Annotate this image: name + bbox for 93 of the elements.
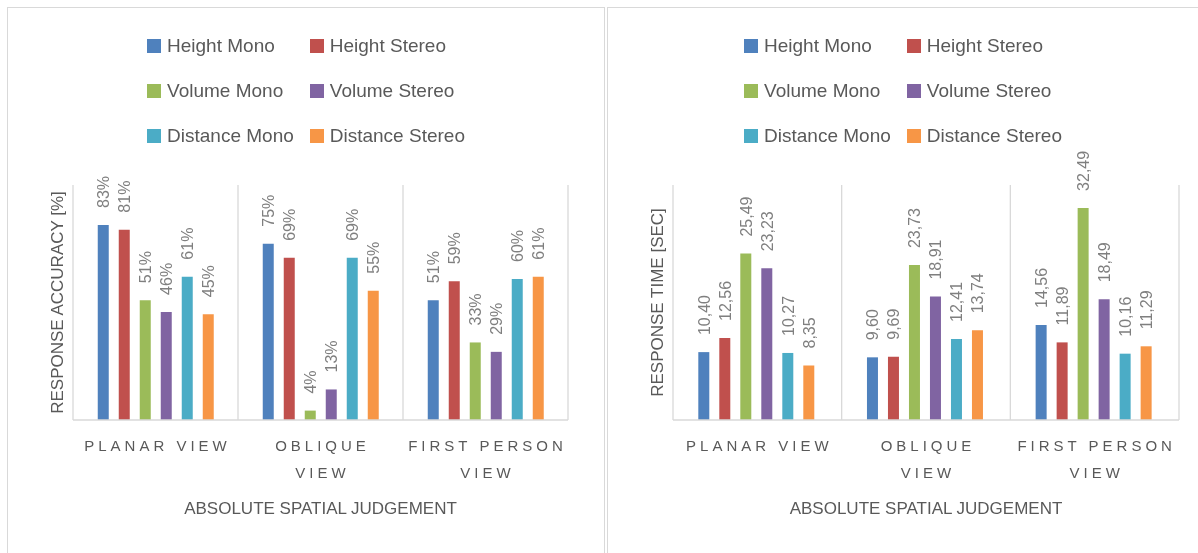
bar: [469, 342, 481, 420]
legend-label: Distance Stereo: [329, 124, 465, 147]
bar: [866, 357, 878, 420]
bar: [97, 224, 109, 420]
legend-label: Height Stereo: [329, 34, 446, 57]
legend-label: Distance Mono: [167, 124, 294, 147]
data-label: 25,49: [737, 196, 755, 237]
data-label: 4%: [301, 370, 319, 394]
data-label: 46%: [157, 262, 175, 295]
data-label: 11,29: [1137, 290, 1155, 330]
bar: [803, 365, 815, 420]
data-label: 23,23: [758, 211, 776, 252]
bar: [448, 281, 460, 420]
data-label: 23,73: [905, 207, 923, 249]
bar: [1035, 324, 1047, 420]
bar: [929, 296, 941, 420]
bar: [1056, 342, 1068, 420]
data-label: 51%: [424, 251, 442, 284]
legend-label: Height Stereo: [926, 34, 1043, 57]
data-label: 13,74: [968, 273, 986, 314]
bar: [532, 276, 544, 420]
y-axis-title: RESPONSE TIME [SEC]: [647, 208, 667, 397]
bar: [202, 314, 214, 420]
bar: [160, 311, 172, 420]
legend-label: Volume Mono: [764, 79, 881, 102]
legend-label: Volume Stereo: [329, 79, 455, 102]
x-axis-title: ABSOLUTE SPATIAL JUDGEMENT: [184, 498, 457, 518]
data-label: 10,16: [1116, 296, 1134, 337]
data-label: 18,91: [926, 239, 944, 280]
bar: [719, 338, 731, 420]
x-tick-label: OBLIQUE VIEW: [275, 436, 370, 481]
bar: [950, 338, 962, 420]
data-label: 60%: [508, 229, 526, 262]
bar: [118, 229, 130, 420]
data-label: 51%: [136, 251, 154, 284]
bar: [490, 351, 502, 420]
data-label: 83%: [94, 175, 112, 208]
bar: [181, 276, 193, 420]
bar: [971, 330, 983, 420]
data-label: 69%: [343, 208, 361, 241]
legend-label: Height Mono: [764, 34, 872, 57]
bar: [139, 300, 151, 420]
bar: [427, 300, 439, 420]
bar: [511, 279, 523, 420]
data-label: 9,69: [884, 308, 902, 340]
data-label: 33%: [466, 293, 484, 326]
bar: [325, 389, 337, 420]
x-tick-label: FIRST PERSON VIEW: [408, 436, 567, 481]
bar: [740, 253, 752, 420]
bar: [908, 265, 920, 420]
legend-label: Volume Stereo: [926, 79, 1052, 102]
data-label: 11,89: [1053, 286, 1071, 326]
bar: [1119, 353, 1131, 420]
bar: [346, 257, 358, 420]
data-label: 14,56: [1032, 267, 1050, 308]
data-label: 75%: [259, 194, 277, 227]
legend-label: Height Mono: [167, 34, 275, 57]
data-label: 69%: [280, 208, 298, 241]
data-label: 10,27: [779, 295, 797, 336]
data-label: 29%: [487, 302, 505, 335]
bar: [1077, 207, 1089, 420]
bar: [887, 356, 899, 420]
data-label: 8,35: [800, 317, 818, 349]
legend-label: Distance Stereo: [926, 124, 1062, 147]
data-label: 18,49: [1095, 242, 1113, 283]
bar: [367, 290, 379, 420]
data-label: 12,56: [716, 280, 734, 322]
data-label: 10,40: [695, 294, 713, 336]
x-tick-label: FIRST PERSON VIEW: [1017, 436, 1176, 481]
bar: [782, 352, 794, 420]
legend-label: Volume Mono: [167, 79, 284, 102]
x-tick-label: PLANAR VIEW: [686, 436, 833, 454]
legend-label: Distance Mono: [764, 124, 891, 147]
x-tick-label: OBLIQUE VIEW: [880, 436, 976, 481]
data-label: 12,41: [947, 281, 965, 322]
data-label: 61%: [178, 227, 196, 260]
data-label: 9,60: [863, 309, 881, 341]
x-axis-title: ABSOLUTE SPATIAL JUDGEMENT: [789, 498, 1063, 518]
bar: [1098, 299, 1110, 420]
bar: [761, 268, 773, 420]
data-label: 13%: [322, 340, 340, 373]
data-label: 32,49: [1074, 150, 1092, 191]
y-axis-title: RESPONSE ACCURACY [%]: [47, 191, 67, 414]
data-label: 55%: [364, 241, 382, 274]
bar: [1140, 346, 1152, 420]
data-label: 81%: [115, 180, 133, 213]
x-tick-label: PLANAR VIEW: [84, 436, 231, 454]
data-label: 59%: [445, 232, 463, 265]
data-label: 61%: [529, 227, 547, 260]
bar: [283, 257, 295, 420]
bar: [262, 243, 274, 420]
data-label: 45%: [199, 265, 217, 298]
bar: [698, 352, 710, 420]
